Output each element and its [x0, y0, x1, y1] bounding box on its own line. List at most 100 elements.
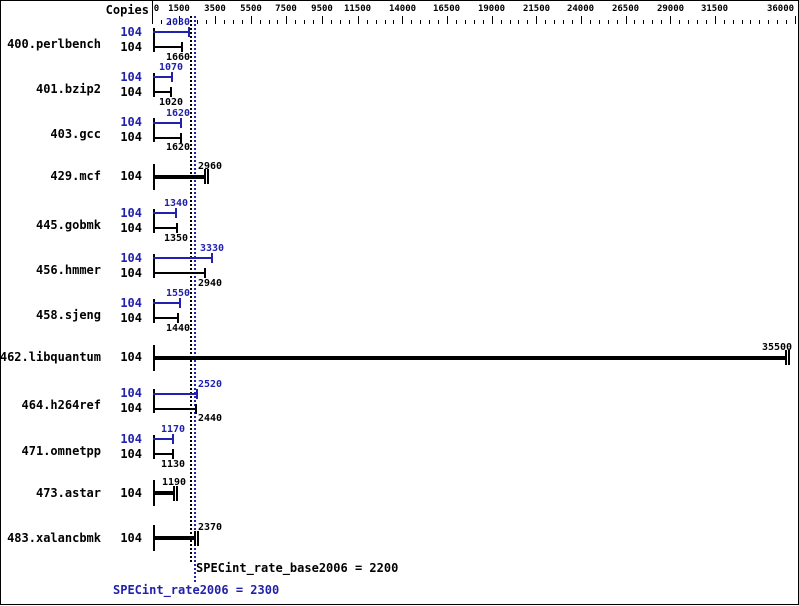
axis-minor-tick	[483, 20, 484, 24]
axis-minor-tick	[224, 20, 225, 24]
peak-value-label: 1550	[165, 288, 191, 299]
benchmark-label: 403.gcc	[50, 127, 101, 141]
axis-minor-tick	[331, 20, 332, 24]
base-bar-end-cap	[181, 42, 183, 52]
axis-minor-tick	[340, 20, 341, 24]
axis-tick-label: 5500	[240, 4, 262, 14]
merged-bar	[153, 175, 205, 179]
axis-tick-label: 7500	[275, 4, 297, 14]
axis-minor-tick	[652, 20, 653, 24]
axis-tick-label: 19000	[477, 4, 506, 14]
axis-minor-tick	[474, 20, 475, 24]
axis-minor-tick	[634, 20, 635, 24]
merged-bar	[153, 356, 786, 360]
peak-bar	[153, 31, 189, 33]
axis-tick-label: 14000	[388, 4, 417, 14]
axis-minor-tick	[706, 20, 707, 24]
benchmark-label: 458.sjeng	[35, 308, 101, 322]
axis-major-tick	[179, 16, 180, 24]
axis-major-tick	[715, 16, 716, 24]
bar-start-bracket	[153, 118, 155, 142]
axis-tick-label: 0	[153, 4, 160, 14]
axis-major-tick	[215, 16, 216, 24]
base-value-label: 1660	[165, 52, 191, 63]
axis-minor-tick	[697, 20, 698, 24]
axis-minor-tick	[724, 20, 725, 24]
axis-major-tick	[251, 16, 252, 24]
axis-major-tick	[492, 16, 493, 24]
peak-reference-line	[194, 16, 196, 583]
bar-start-bracket	[153, 254, 155, 278]
axis-tick-label: 1500	[168, 4, 190, 14]
base-value-label: 1620	[165, 142, 191, 153]
axis-minor-tick	[376, 20, 377, 24]
axis-minor-tick	[759, 20, 760, 24]
axis-minor-tick	[617, 20, 618, 24]
axis-major-tick	[536, 16, 537, 24]
peak-value-label: 3330	[199, 243, 225, 254]
axis-minor-tick	[554, 20, 555, 24]
axis-minor-tick	[161, 20, 162, 24]
axis-minor-tick	[233, 20, 234, 24]
benchmark-label: 462.libquantum	[0, 350, 101, 364]
axis-minor-tick	[385, 20, 386, 24]
peak-bar-end-cap	[175, 208, 177, 218]
axis-minor-tick	[563, 20, 564, 24]
axis-minor-tick	[777, 20, 778, 24]
axis-tick-label: 36000	[766, 4, 795, 14]
peak-copies-value: 104	[120, 70, 142, 84]
axis-minor-tick	[742, 20, 743, 24]
axis-minor-tick	[295, 20, 296, 24]
base-reference-line	[190, 16, 192, 562]
axis-minor-tick	[277, 20, 278, 24]
bar-start-bracket	[153, 28, 155, 52]
base-bar-end-cap	[176, 223, 178, 233]
base-copies-value: 104	[120, 266, 142, 280]
peak-bar	[153, 393, 197, 395]
axis-minor-tick	[393, 20, 394, 24]
axis-minor-tick	[590, 20, 591, 24]
peak-value-label: 1070	[158, 62, 184, 73]
axis-minor-tick	[260, 20, 261, 24]
peak-bar-end-cap	[188, 27, 190, 37]
axis-tick-label: 3500	[204, 4, 226, 14]
axis-major-tick	[358, 16, 359, 24]
axis-minor-tick	[170, 20, 171, 24]
peak-bar-end-cap	[180, 118, 182, 128]
base-value-label: 1190	[161, 477, 187, 488]
copies-value: 104	[120, 169, 142, 183]
peak-value-label: 2520	[197, 379, 223, 390]
bar-start-bracket	[153, 209, 155, 233]
axis-minor-tick	[188, 20, 189, 24]
merged-bar	[153, 536, 195, 540]
axis-minor-tick	[518, 20, 519, 24]
peak-bar	[153, 212, 176, 214]
peak-copies-value: 104	[120, 25, 142, 39]
peak-value-label: 1170	[160, 424, 186, 435]
axis-major-tick	[795, 16, 796, 24]
base-bar	[153, 317, 178, 319]
axis-minor-tick	[750, 20, 751, 24]
axis-major-tick	[626, 16, 627, 24]
axis-minor-tick	[510, 20, 511, 24]
base-bar-end-cap	[195, 404, 197, 414]
peak-value-label: 1620	[165, 108, 191, 119]
base-value-label: 2960	[197, 161, 223, 172]
benchmark-label: 464.h264ref	[21, 398, 101, 412]
axis-major-tick	[670, 16, 671, 24]
axis-major-tick	[402, 16, 403, 24]
benchmark-label: 456.hmmer	[35, 263, 101, 277]
peak-bar-end-cap	[211, 253, 213, 263]
axis-minor-tick	[465, 20, 466, 24]
axis-tick-label: 16500	[432, 4, 461, 14]
base-bar	[153, 46, 182, 48]
base-summary-text: SPECint_rate_base2006 = 2200	[196, 561, 399, 575]
base-value-label: 1440	[165, 323, 191, 334]
base-copies-value: 104	[120, 130, 142, 144]
merged-bar-end-cap	[207, 169, 209, 184]
merged-bar-end-cap	[204, 169, 206, 184]
benchmark-label: 429.mcf	[50, 169, 101, 183]
peak-summary-text: SPECint_rate2006 = 2300	[113, 583, 280, 597]
axis-tick-label: 21500	[522, 4, 551, 14]
